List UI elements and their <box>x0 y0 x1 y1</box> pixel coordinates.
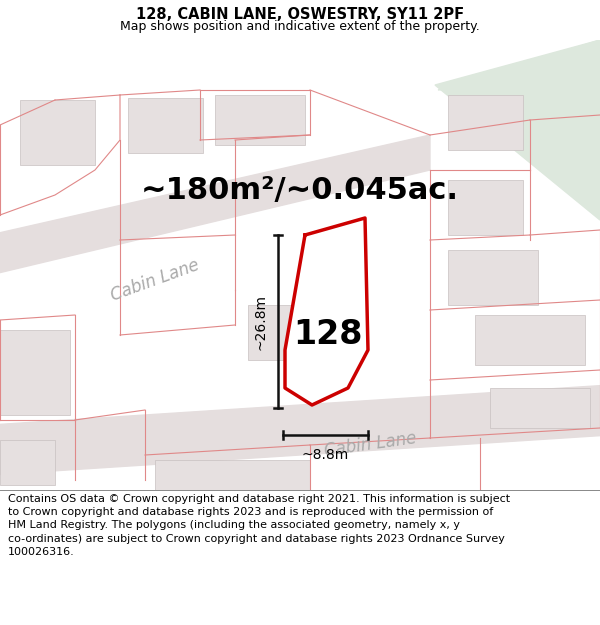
Bar <box>215 95 305 145</box>
Bar <box>490 388 590 428</box>
Text: Cabin Lane: Cabin Lane <box>108 256 202 304</box>
Bar <box>155 460 310 490</box>
Text: 128, CABIN LANE, OSWESTRY, SY11 2PF: 128, CABIN LANE, OSWESTRY, SY11 2PF <box>136 8 464 22</box>
Polygon shape <box>0 135 430 275</box>
Text: Cabin Lane: Cabin Lane <box>323 429 418 461</box>
Bar <box>128 98 203 153</box>
Text: ~8.8m: ~8.8m <box>302 448 349 462</box>
Bar <box>0 330 70 415</box>
Bar <box>448 180 523 235</box>
Bar <box>0 440 55 485</box>
Text: ~180m²/~0.045ac.: ~180m²/~0.045ac. <box>141 176 459 204</box>
Polygon shape <box>435 40 600 220</box>
Bar <box>475 315 585 365</box>
Polygon shape <box>438 40 600 90</box>
Text: 128: 128 <box>293 319 363 351</box>
Bar <box>20 100 95 165</box>
Bar <box>448 95 523 150</box>
Bar <box>448 250 538 305</box>
Text: Contains OS data © Crown copyright and database right 2021. This information is : Contains OS data © Crown copyright and d… <box>8 494 510 557</box>
Text: ~26.8m: ~26.8m <box>253 294 267 349</box>
Bar <box>248 305 318 360</box>
Text: Map shows position and indicative extent of the property.: Map shows position and indicative extent… <box>120 20 480 32</box>
Polygon shape <box>0 385 600 475</box>
Polygon shape <box>285 218 368 405</box>
